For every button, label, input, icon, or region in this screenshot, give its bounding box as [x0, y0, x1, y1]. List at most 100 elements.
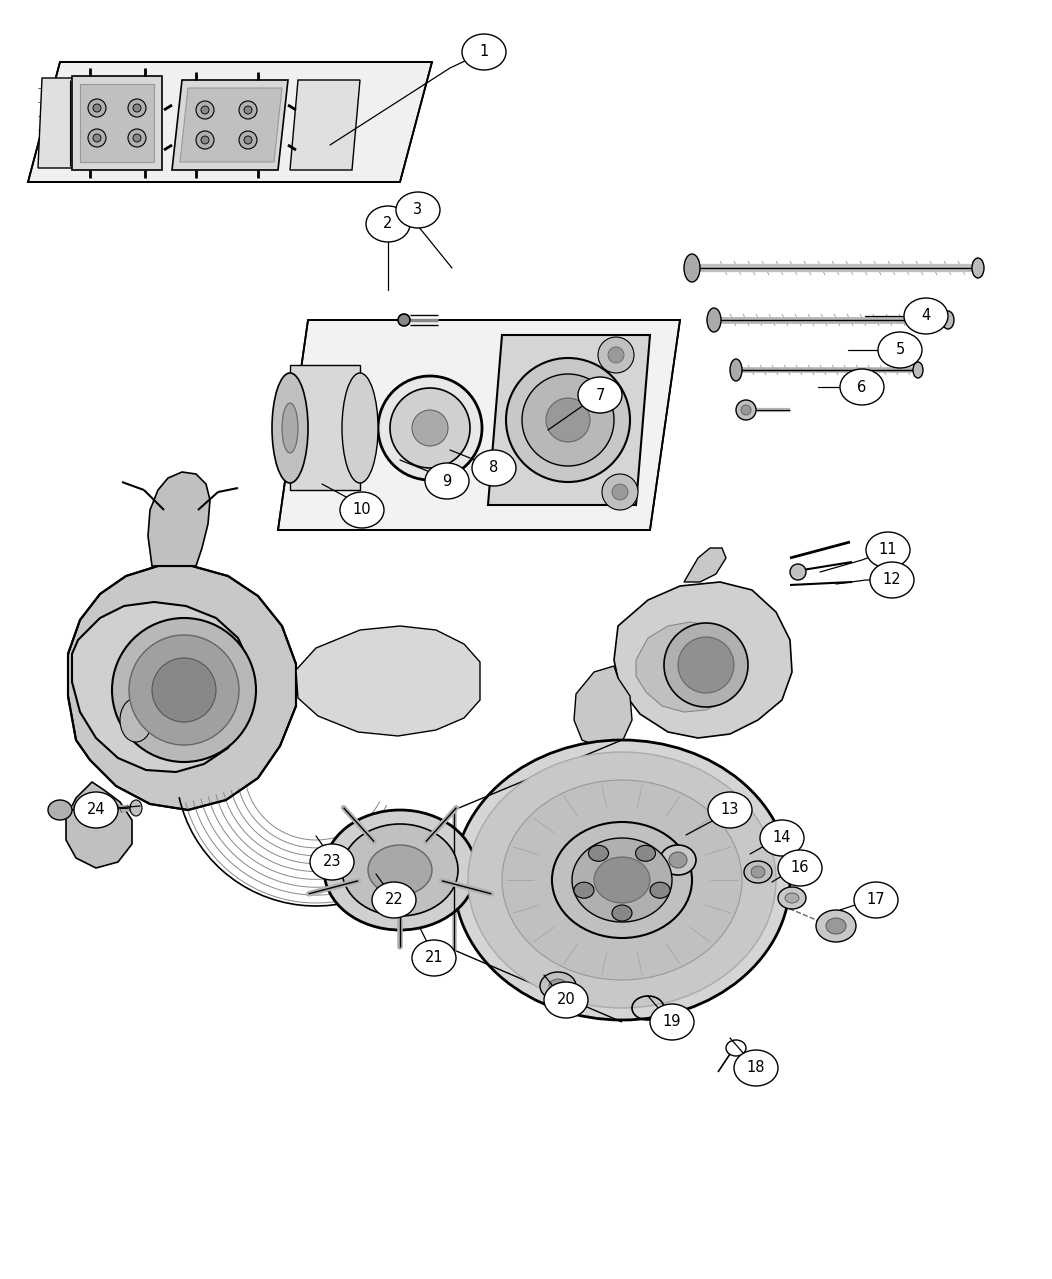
Ellipse shape — [612, 483, 628, 500]
Ellipse shape — [635, 845, 655, 861]
Ellipse shape — [707, 308, 721, 333]
Polygon shape — [80, 84, 154, 162]
Ellipse shape — [462, 35, 506, 70]
Ellipse shape — [244, 136, 252, 145]
Ellipse shape — [574, 883, 594, 898]
Ellipse shape — [396, 192, 440, 228]
Text: 14: 14 — [773, 830, 791, 845]
Ellipse shape — [972, 258, 984, 278]
Polygon shape — [296, 625, 480, 735]
Text: 18: 18 — [747, 1060, 765, 1076]
Ellipse shape — [664, 623, 748, 707]
Ellipse shape — [201, 106, 209, 114]
Ellipse shape — [602, 475, 638, 510]
Text: 2: 2 — [383, 216, 392, 231]
Ellipse shape — [751, 866, 765, 877]
Text: 11: 11 — [878, 542, 897, 558]
Ellipse shape — [86, 794, 114, 822]
Ellipse shape — [598, 336, 634, 373]
Ellipse shape — [502, 780, 742, 980]
Ellipse shape — [454, 741, 790, 1019]
Ellipse shape — [282, 403, 298, 453]
Polygon shape — [72, 602, 252, 773]
Ellipse shape — [340, 492, 384, 528]
Ellipse shape — [342, 373, 378, 483]
Ellipse shape — [677, 637, 734, 693]
Ellipse shape — [839, 370, 884, 405]
Ellipse shape — [904, 298, 948, 334]
Ellipse shape — [48, 799, 72, 820]
Text: 1: 1 — [480, 45, 488, 60]
Ellipse shape — [730, 359, 742, 381]
Polygon shape — [614, 582, 792, 738]
Ellipse shape — [594, 857, 650, 903]
Ellipse shape — [741, 405, 751, 414]
Ellipse shape — [472, 450, 515, 486]
Ellipse shape — [870, 561, 914, 599]
Text: 24: 24 — [86, 802, 105, 817]
Text: 19: 19 — [663, 1014, 682, 1030]
Ellipse shape — [608, 347, 624, 363]
Ellipse shape — [854, 883, 898, 918]
Polygon shape — [684, 547, 726, 582]
Ellipse shape — [612, 906, 632, 921]
Ellipse shape — [552, 822, 692, 938]
Text: 12: 12 — [883, 573, 902, 587]
Ellipse shape — [826, 918, 846, 934]
Text: 7: 7 — [595, 388, 605, 403]
Ellipse shape — [785, 893, 800, 903]
Ellipse shape — [310, 844, 355, 880]
Ellipse shape — [88, 129, 106, 147]
Polygon shape — [636, 622, 740, 712]
Ellipse shape — [878, 333, 922, 368]
Text: 3: 3 — [413, 202, 423, 217]
Ellipse shape — [112, 618, 256, 762]
Ellipse shape — [425, 463, 469, 499]
Ellipse shape — [201, 136, 209, 145]
Ellipse shape — [549, 978, 567, 993]
Ellipse shape — [913, 362, 923, 379]
Ellipse shape — [128, 129, 146, 147]
Text: 23: 23 — [323, 854, 341, 870]
Ellipse shape — [133, 104, 141, 113]
Ellipse shape — [650, 1004, 694, 1040]
Text: 4: 4 — [922, 308, 931, 324]
Ellipse shape — [684, 255, 700, 281]
Ellipse shape — [522, 373, 614, 466]
Ellipse shape — [366, 206, 410, 242]
Polygon shape — [68, 567, 296, 810]
Ellipse shape — [239, 101, 257, 119]
Ellipse shape — [196, 101, 214, 119]
Ellipse shape — [506, 358, 630, 482]
Ellipse shape — [866, 532, 910, 568]
Polygon shape — [278, 320, 680, 530]
Ellipse shape — [93, 134, 101, 142]
Ellipse shape — [778, 888, 806, 909]
Ellipse shape — [744, 861, 772, 883]
Ellipse shape — [578, 377, 622, 413]
Ellipse shape — [151, 657, 216, 723]
Ellipse shape — [390, 388, 470, 468]
Ellipse shape — [572, 838, 672, 922]
Ellipse shape — [412, 411, 448, 446]
Ellipse shape — [342, 824, 458, 916]
Polygon shape — [72, 75, 162, 170]
Ellipse shape — [324, 810, 476, 930]
Ellipse shape — [74, 792, 118, 828]
Ellipse shape — [778, 851, 822, 886]
Text: 13: 13 — [721, 802, 740, 817]
Ellipse shape — [669, 852, 687, 868]
Ellipse shape — [130, 799, 142, 816]
Polygon shape — [148, 472, 210, 567]
Text: 20: 20 — [557, 993, 575, 1008]
Ellipse shape — [660, 845, 696, 875]
Text: 16: 16 — [791, 861, 809, 876]
Polygon shape — [28, 61, 432, 182]
Ellipse shape — [734, 1050, 778, 1086]
Text: 9: 9 — [443, 473, 451, 489]
Ellipse shape — [816, 909, 856, 943]
Ellipse shape — [468, 752, 776, 1008]
Polygon shape — [38, 78, 104, 168]
Ellipse shape — [239, 130, 257, 148]
Text: 10: 10 — [352, 503, 371, 518]
